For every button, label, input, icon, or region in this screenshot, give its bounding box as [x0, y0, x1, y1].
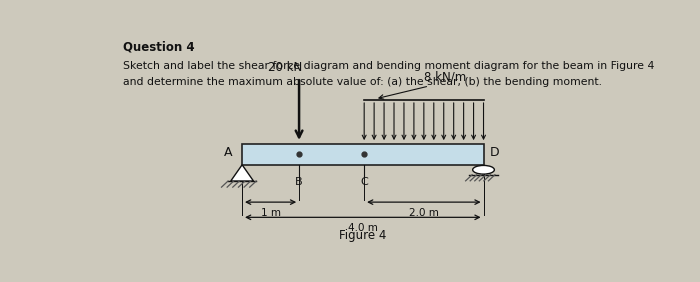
Text: 2.0 m: 2.0 m — [409, 208, 439, 217]
Bar — [242, 144, 484, 165]
Text: C: C — [360, 177, 368, 187]
Polygon shape — [231, 165, 253, 181]
Text: Question 4: Question 4 — [122, 40, 195, 53]
Text: 1 m: 1 m — [260, 208, 281, 217]
Circle shape — [473, 166, 494, 174]
Text: Sketch and label the shear force diagram and bending moment diagram for the beam: Sketch and label the shear force diagram… — [122, 61, 654, 71]
Text: D: D — [490, 146, 500, 159]
Text: Figure 4: Figure 4 — [339, 229, 386, 242]
Text: B: B — [295, 177, 303, 187]
Text: A: A — [224, 146, 232, 159]
Text: 4.0 m: 4.0 m — [348, 223, 378, 233]
Text: 8 kN/m: 8 kN/m — [424, 71, 467, 84]
Text: 20 kN: 20 kN — [268, 61, 302, 74]
Text: and determine the maximum absolute value of: (a) the shear, (b) the bending mome: and determine the maximum absolute value… — [122, 77, 602, 87]
